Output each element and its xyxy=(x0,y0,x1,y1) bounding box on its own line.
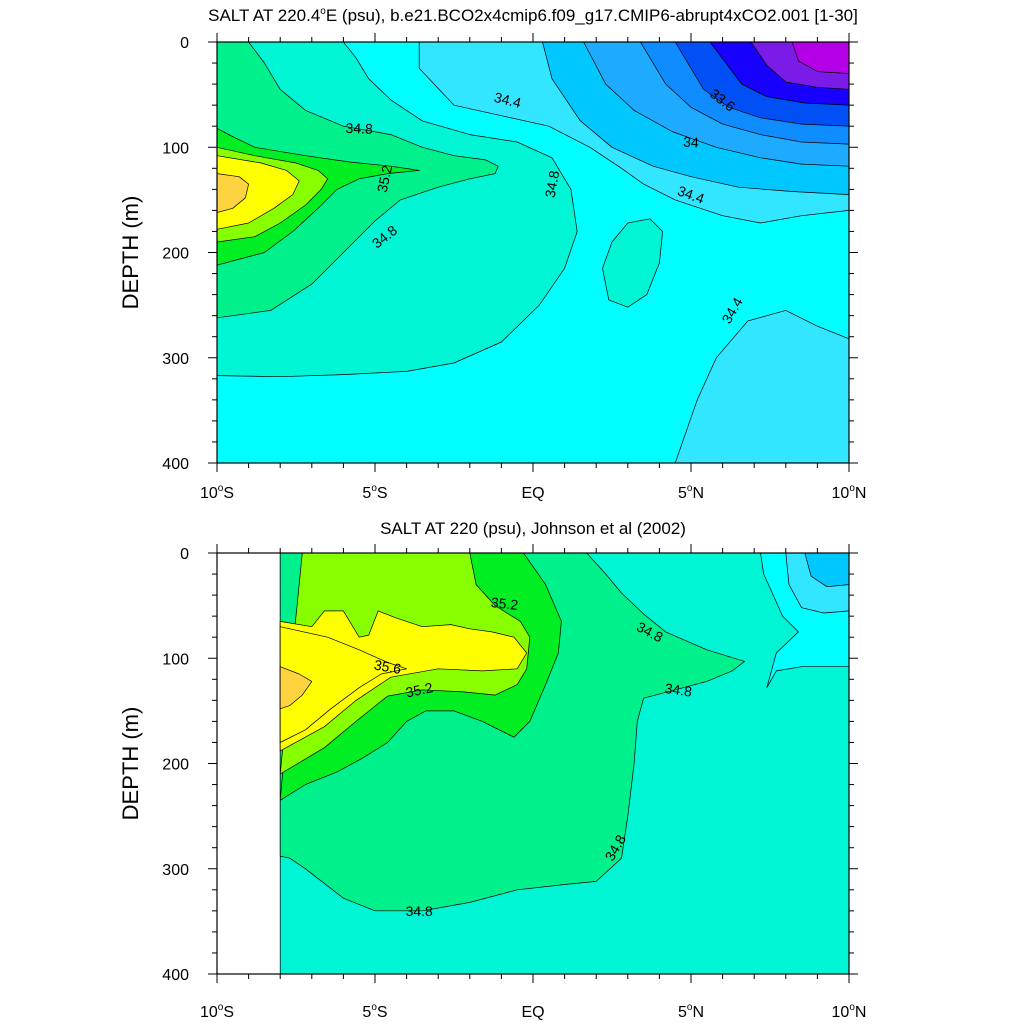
contour-label: 34.8 xyxy=(664,680,693,700)
panel-2: 35.234.835.635.2 34.834.834.8010020030040… xyxy=(118,519,866,1021)
contour-label: 35.2 xyxy=(374,164,395,194)
x-tick-label: EQ xyxy=(521,485,544,502)
contour-label-text: 35.6 xyxy=(373,656,403,677)
contour-fill-32-8 xyxy=(791,42,849,74)
x-tick-label: 5oN xyxy=(678,483,704,502)
x-tick-label: EQ xyxy=(521,1004,544,1021)
y-tick-label: 0 xyxy=(180,35,189,52)
x-tick-label: 10oN xyxy=(832,1002,867,1021)
x-tick-label: 5oN xyxy=(678,1002,704,1021)
panel-title: SALT AT 220.4oE (psu), b.e21.BCO2x4cmip6… xyxy=(208,6,858,25)
contour-label: 35.6 xyxy=(373,656,403,677)
contour-fill-34-2 xyxy=(804,553,849,588)
contour-label-text: 34.8 xyxy=(542,169,563,199)
x-tick-label: 5oS xyxy=(362,1002,387,1021)
y-tick-label: 300 xyxy=(162,862,189,879)
contour-label-text: 34 xyxy=(683,133,700,150)
x-tick-label: 10oN xyxy=(832,483,867,502)
y-tick-label: 0 xyxy=(180,546,189,563)
contour-fill-35-8 xyxy=(279,666,313,710)
contour-label-text: 34.4 xyxy=(493,89,524,111)
x-tick-label: 10oS xyxy=(200,1002,234,1021)
contour-fill-34-6 xyxy=(602,218,663,308)
y-tick-label: 300 xyxy=(162,351,189,368)
x-tick-label: 5oS xyxy=(362,483,387,502)
y-tick-label: 100 xyxy=(162,651,189,668)
y-axis-label: DEPTH (m) xyxy=(118,196,143,310)
contour-label-text: 34.8 xyxy=(664,680,693,700)
contour-label: 34.8 xyxy=(542,169,563,199)
contour-label: 34.4 xyxy=(493,89,524,111)
contour-label-text: 34.8 xyxy=(345,120,373,137)
plot-area xyxy=(217,42,849,463)
y-axis-label: DEPTH (m) xyxy=(118,707,143,821)
contour-label-text: 35.2 xyxy=(490,594,519,613)
contour-fill-35-6 xyxy=(217,173,249,213)
contour-label: 34.8 xyxy=(406,903,433,919)
contour-label-text: 35.2 xyxy=(404,679,434,700)
contour-label-text: 35.2 xyxy=(374,164,395,194)
x-tick-label: 10oS xyxy=(200,483,234,502)
y-tick-label: 200 xyxy=(162,757,189,774)
contour-label: 34.8 xyxy=(345,120,373,137)
contour-label-text: 34.8 xyxy=(406,903,433,919)
panel-title: SALT AT 220 (psu), Johnson et al (2002) xyxy=(380,519,686,538)
y-tick-label: 400 xyxy=(162,456,189,473)
y-tick-label: 100 xyxy=(162,140,189,157)
contour-label: 35.2 xyxy=(490,594,519,613)
contour-fill-35-6 xyxy=(279,626,407,743)
y-tick-label: 200 xyxy=(162,246,189,263)
contour-fill-34-2 xyxy=(674,310,849,463)
y-tick-label: 400 xyxy=(162,967,189,984)
contour-label: 34 xyxy=(683,133,700,150)
contour-fill-35-4 xyxy=(217,155,300,230)
contour-label: 35.2 xyxy=(404,679,434,700)
plot-area xyxy=(279,553,849,974)
